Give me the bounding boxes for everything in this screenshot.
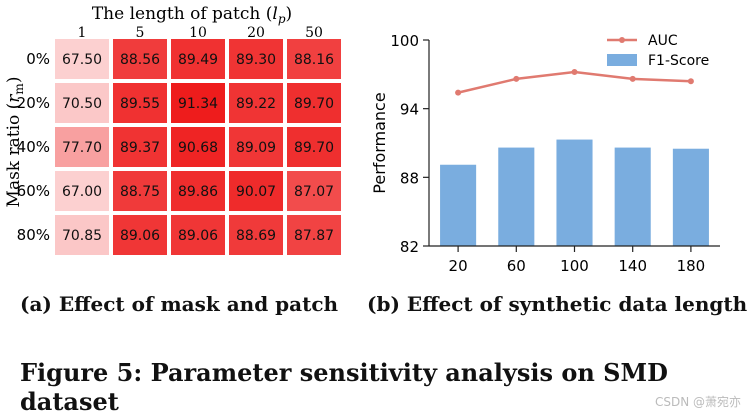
- heatmap-y-tick: 0%: [26, 50, 50, 68]
- heatmap-cell-label: 67.00: [62, 184, 102, 200]
- heatmap-cell: [287, 39, 341, 79]
- heatmap-cell-label: 89.86: [178, 184, 218, 200]
- heatmap-cell: [287, 215, 341, 255]
- heatmap-cell-label: 70.50: [62, 96, 102, 112]
- legend-f1-label: F1-Score: [648, 53, 709, 69]
- heatmap-cell-label: 89.70: [294, 140, 334, 156]
- heatmap-cell-label: 88.16: [294, 52, 334, 68]
- heatmap-x-tick: 20: [247, 25, 265, 41]
- heatmap-cell-label: 89.55: [120, 96, 160, 112]
- heatmap-cell: [229, 171, 283, 211]
- heatmap-cell: [113, 83, 167, 123]
- heatmap-cell: [55, 171, 109, 211]
- heatmap-cell: [55, 127, 109, 167]
- f1-bar: [614, 147, 651, 246]
- heatmap-cell: [229, 127, 283, 167]
- heatmap-cell-label: 87.87: [294, 228, 334, 244]
- heatmap-cell: [113, 39, 167, 79]
- f1-bar: [672, 148, 709, 246]
- heatmap-cell-label: 90.07: [236, 184, 276, 200]
- heatmap-cell-label: 77.70: [62, 140, 102, 156]
- legend-f1-swatch: [607, 54, 637, 66]
- legend-auc-label: AUC: [648, 33, 678, 49]
- heatmap-cell-label: 89.06: [120, 228, 160, 244]
- f1-bar: [440, 164, 477, 246]
- legend-auc-marker: [619, 37, 625, 43]
- caption-a: (a) Effect of mask and patch: [20, 292, 339, 316]
- heatmap-y-tick: 20%: [17, 94, 50, 112]
- heatmap-cell-label: 89.06: [178, 228, 218, 244]
- heatmap-y-tick: 40%: [17, 138, 50, 156]
- x-tick-label: 100: [560, 257, 589, 275]
- auc-point: [513, 75, 520, 82]
- y-tick-label: 82: [400, 238, 419, 256]
- y-tick-label: 88: [400, 169, 419, 187]
- heatmap-cell-label: 90.68: [178, 140, 218, 156]
- heatmap-cell: [287, 127, 341, 167]
- heatmap-cell-label: 91.34: [178, 96, 218, 112]
- heatmap-chart: The length of patch (lp) 1 5 10 20 50 0% 20% 4…: [4, 4, 341, 255]
- heatmap-cell: [113, 215, 167, 255]
- bar-y-label: Performance: [370, 92, 389, 193]
- heatmap-cell: [287, 83, 341, 123]
- heatmap-x-tick: 50: [305, 25, 323, 41]
- heatmap-cell: [171, 127, 225, 167]
- y-tick-label: 100: [390, 32, 419, 50]
- heatmap-cell-label: 89.70: [294, 96, 334, 112]
- auc-line: [457, 70, 691, 94]
- caption-b: (b) Effect of synthetic data length: [367, 292, 748, 316]
- heatmap-cell: [229, 83, 283, 123]
- y-tick-label: 94: [400, 101, 419, 119]
- heatmap-cell-label: 67.50: [62, 52, 102, 68]
- heatmap-x-tick: 5: [136, 25, 145, 41]
- heatmap-x-tick: 10: [189, 25, 207, 41]
- heatmap-y-tick: 60%: [17, 182, 50, 200]
- heatmap-cell: [171, 39, 225, 79]
- heatmap-cell: [171, 215, 225, 255]
- heatmap-cell: [229, 215, 283, 255]
- heatmap-cell: [55, 39, 109, 79]
- heatmap-title: The length of patch (lp): [92, 4, 292, 26]
- heatmap-cell: [113, 127, 167, 167]
- watermark: CSDN @萧宛亦: [654, 395, 741, 409]
- heatmap-cell: [229, 39, 283, 79]
- heatmap-cell-label: 89.49: [178, 52, 218, 68]
- auc-point: [687, 78, 694, 85]
- heatmap-cell-label: 89.37: [120, 140, 160, 156]
- auc-point: [629, 75, 636, 82]
- auc-point: [455, 89, 462, 96]
- heatmap-cell-label: 87.07: [294, 184, 334, 200]
- bar-line-chart: 82 88 94 100 20 60 100 140 180 Performance AUC F…: [370, 32, 720, 275]
- x-tick-label: 60: [507, 257, 526, 275]
- heatmap-y-label: Mask ratio (rm): [4, 77, 26, 208]
- f1-bar: [556, 139, 593, 246]
- f1-bar: [498, 147, 535, 246]
- x-tick-label: 20: [449, 257, 468, 275]
- x-tick-label: 140: [618, 257, 647, 275]
- heatmap-cell: [113, 171, 167, 211]
- heatmap-cell-label: 88.75: [120, 184, 160, 200]
- legend: AUC F1-Score: [607, 33, 709, 69]
- heatmap-y-tick: 80%: [17, 226, 50, 244]
- figure-caption: Figure 5: Parameter sensitivity analysis…: [20, 358, 668, 416]
- heatmap-cell-label: 88.69: [236, 228, 276, 244]
- heatmap-cell-label: 70.85: [62, 228, 102, 244]
- heatmap-cell: [171, 83, 225, 123]
- heatmap-cell: [171, 171, 225, 211]
- heatmap-x-tick: 1: [78, 25, 87, 41]
- heatmap-cell: [55, 215, 109, 255]
- heatmap-cell-label: 89.09: [236, 140, 276, 156]
- heatmap-cell: [55, 83, 109, 123]
- heatmap-cell-label: 88.56: [120, 52, 160, 68]
- heatmap-cell-label: 89.30: [236, 52, 276, 68]
- heatmap-cell: [287, 171, 341, 211]
- heatmap-cell-label: 89.22: [236, 96, 276, 112]
- auc-point: [571, 69, 578, 76]
- x-tick-label: 180: [677, 257, 706, 275]
